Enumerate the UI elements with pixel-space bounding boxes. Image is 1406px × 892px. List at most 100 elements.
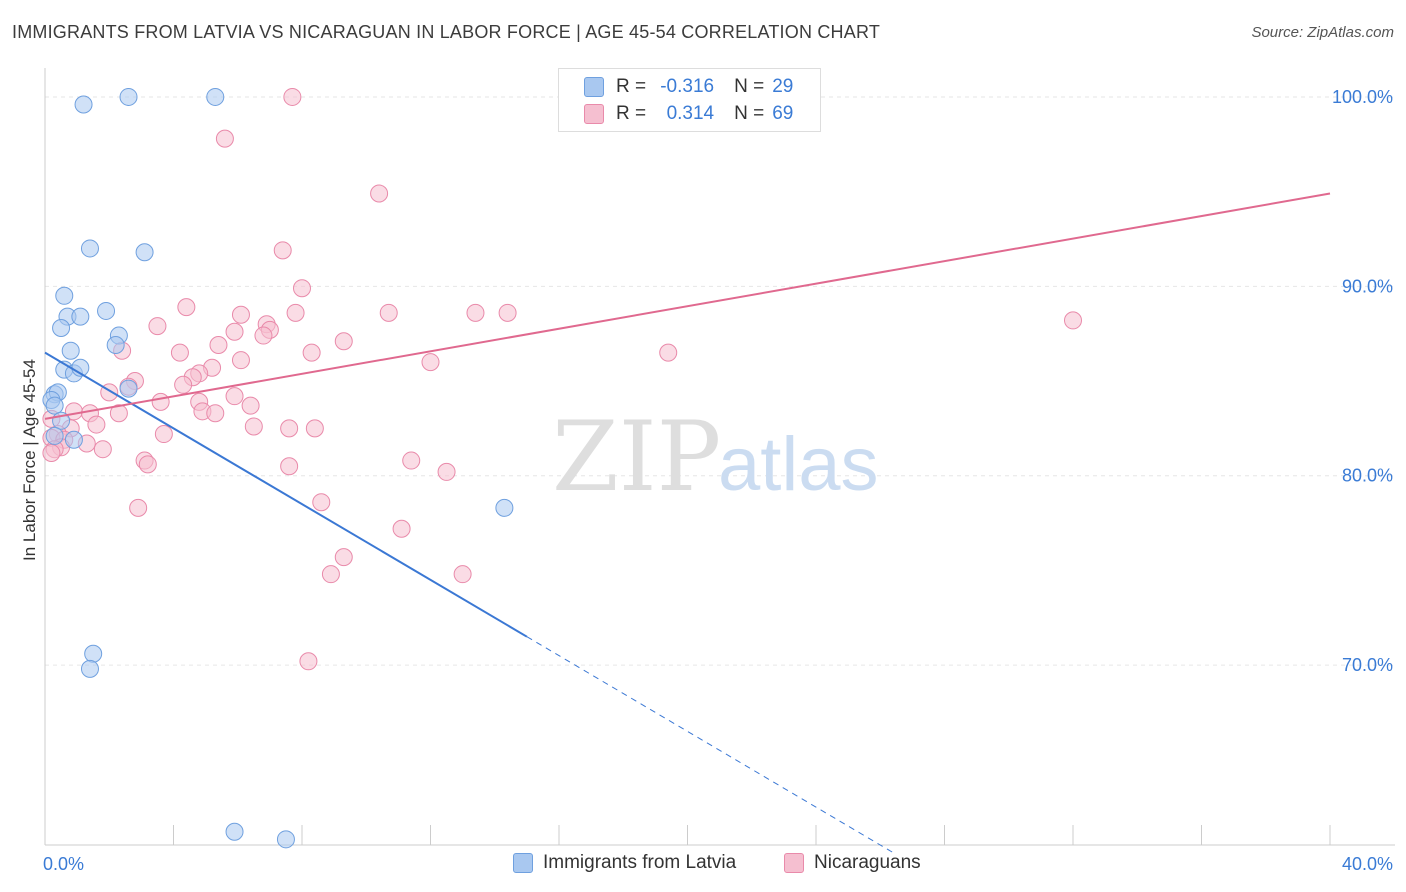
watermark-zip: ZIP bbox=[552, 401, 721, 513]
point-nicaraguan bbox=[170, 343, 189, 362]
point-latvia bbox=[119, 379, 138, 398]
trend-line-nicaraguans bbox=[44, 192, 1331, 420]
point-nicaraguan bbox=[225, 387, 244, 406]
watermark-atlas: atlas bbox=[718, 422, 879, 507]
x-tick-label: 0.0% bbox=[43, 854, 84, 874]
point-nicaraguan bbox=[254, 326, 273, 345]
bottom-legend-swatch-latvia bbox=[513, 853, 533, 873]
point-nicaraguan bbox=[286, 303, 305, 322]
point-nicaraguan bbox=[334, 332, 353, 351]
point-latvia bbox=[52, 318, 71, 337]
point-nicaraguan bbox=[93, 440, 112, 459]
point-latvia bbox=[206, 87, 225, 106]
point-latvia bbox=[45, 426, 64, 445]
legend-swatch-latvia bbox=[584, 77, 604, 97]
point-nicaraguan bbox=[42, 443, 61, 462]
legend-r-value-nicaraguans: 0.314 bbox=[666, 103, 715, 124]
point-latvia bbox=[84, 644, 103, 663]
point-latvia bbox=[97, 301, 116, 320]
point-nicaraguan bbox=[129, 498, 148, 517]
bottom-legend-label-latvia: Immigrants from Latvia bbox=[543, 852, 737, 873]
y-tick-label: 70.0% bbox=[1342, 655, 1393, 675]
legend-swatch-nicaraguans bbox=[584, 104, 604, 124]
point-nicaraguan bbox=[299, 652, 318, 671]
point-nicaraguan bbox=[151, 392, 170, 411]
chart-title: IMMIGRANTS FROM LATVIA VS NICARAGUAN IN … bbox=[12, 22, 881, 42]
point-nicaraguan bbox=[109, 404, 128, 423]
legend-n-value-nicaraguans: 69 bbox=[772, 103, 794, 124]
source-label: Source: ZipAtlas.com bbox=[1251, 24, 1394, 41]
legend-row-nicaraguans: R = 0.314 N = 69 bbox=[584, 102, 793, 126]
point-nicaraguan bbox=[466, 303, 485, 322]
legend-n-value-latvia: 29 bbox=[772, 76, 794, 97]
point-nicaraguan bbox=[206, 404, 225, 423]
point-nicaraguan bbox=[280, 419, 299, 438]
point-latvia bbox=[80, 239, 99, 258]
point-nicaraguan bbox=[273, 241, 292, 260]
legend-row-latvia: R = -0.316 N = 29 bbox=[584, 75, 793, 99]
point-nicaraguan bbox=[392, 519, 411, 538]
point-latvia bbox=[135, 243, 154, 262]
point-nicaraguan bbox=[498, 303, 517, 322]
point-latvia bbox=[106, 336, 125, 355]
point-latvia bbox=[276, 830, 295, 849]
legend-r-value-latvia: -0.316 bbox=[660, 76, 715, 97]
bottom-legend-swatch-nicaraguans bbox=[784, 853, 804, 873]
point-latvia bbox=[64, 430, 83, 449]
point-latvia bbox=[55, 286, 74, 305]
point-nicaraguan bbox=[283, 87, 302, 106]
legend-n-label: N = bbox=[734, 76, 765, 97]
point-nicaraguan bbox=[231, 351, 250, 370]
point-nicaraguan bbox=[148, 317, 167, 336]
axis-labels: 70.0% 80.0% 90.0% 100.0% 0.0% 40.0% In Labor F… bbox=[20, 87, 1393, 874]
point-latvia bbox=[71, 307, 90, 326]
point-nicaraguan bbox=[437, 462, 456, 481]
y-tick-label: 90.0% bbox=[1342, 276, 1393, 296]
point-nicaraguan bbox=[244, 417, 263, 436]
point-nicaraguan bbox=[1064, 311, 1082, 330]
point-nicaraguan bbox=[209, 336, 228, 355]
point-nicaraguan bbox=[138, 455, 157, 474]
point-nicaraguan bbox=[370, 184, 389, 203]
point-nicaraguan bbox=[421, 353, 440, 372]
point-latvia bbox=[80, 659, 99, 678]
point-nicaraguan bbox=[305, 419, 324, 438]
point-nicaraguan bbox=[231, 305, 250, 324]
trend-line-latvia bbox=[44, 351, 528, 638]
trend-line-latvia-extension bbox=[526, 636, 897, 855]
grid-lines bbox=[45, 96, 1395, 666]
point-nicaraguan bbox=[87, 415, 106, 434]
watermark: ZIP atlas bbox=[552, 401, 879, 513]
x-tick-label: 40.0% bbox=[1342, 854, 1393, 874]
point-nicaraguan bbox=[293, 279, 311, 298]
point-nicaraguan bbox=[453, 565, 472, 584]
point-nicaraguan bbox=[280, 457, 299, 476]
point-nicaraguan bbox=[659, 343, 678, 362]
legend-n-label: N = bbox=[734, 103, 765, 124]
point-nicaraguan bbox=[174, 375, 193, 394]
point-latvia bbox=[74, 95, 93, 114]
bottom-legend-label-nicaraguans: Nicaraguans bbox=[814, 852, 921, 873]
trend-lines bbox=[44, 192, 1331, 855]
y-tick-label: 80.0% bbox=[1342, 466, 1393, 486]
bottom-legend-latvia[interactable]: Immigrants from Latvia bbox=[513, 852, 736, 874]
bottom-legend-nicaraguans[interactable]: Nicaraguans bbox=[784, 852, 921, 874]
legend-box: R = -0.316 N = 29 R = 0.314 N = 69 bbox=[558, 68, 821, 132]
y-tick-label: 100.0% bbox=[1332, 87, 1393, 107]
point-latvia bbox=[119, 87, 138, 106]
point-latvia bbox=[45, 396, 64, 415]
point-latvia bbox=[225, 822, 244, 841]
point-nicaraguan bbox=[402, 451, 421, 470]
point-nicaraguan bbox=[379, 303, 398, 322]
point-nicaraguan bbox=[321, 565, 340, 584]
point-nicaraguan bbox=[241, 396, 260, 415]
point-nicaraguan bbox=[225, 322, 244, 341]
point-latvia bbox=[495, 498, 514, 517]
y-axis-title: In Labor Force | Age 45-54 bbox=[20, 359, 39, 561]
point-nicaraguan bbox=[154, 425, 173, 444]
point-nicaraguan bbox=[177, 298, 196, 317]
point-nicaraguan bbox=[302, 343, 321, 362]
point-nicaraguan bbox=[215, 129, 234, 148]
legend-r-label: R = bbox=[616, 76, 647, 97]
